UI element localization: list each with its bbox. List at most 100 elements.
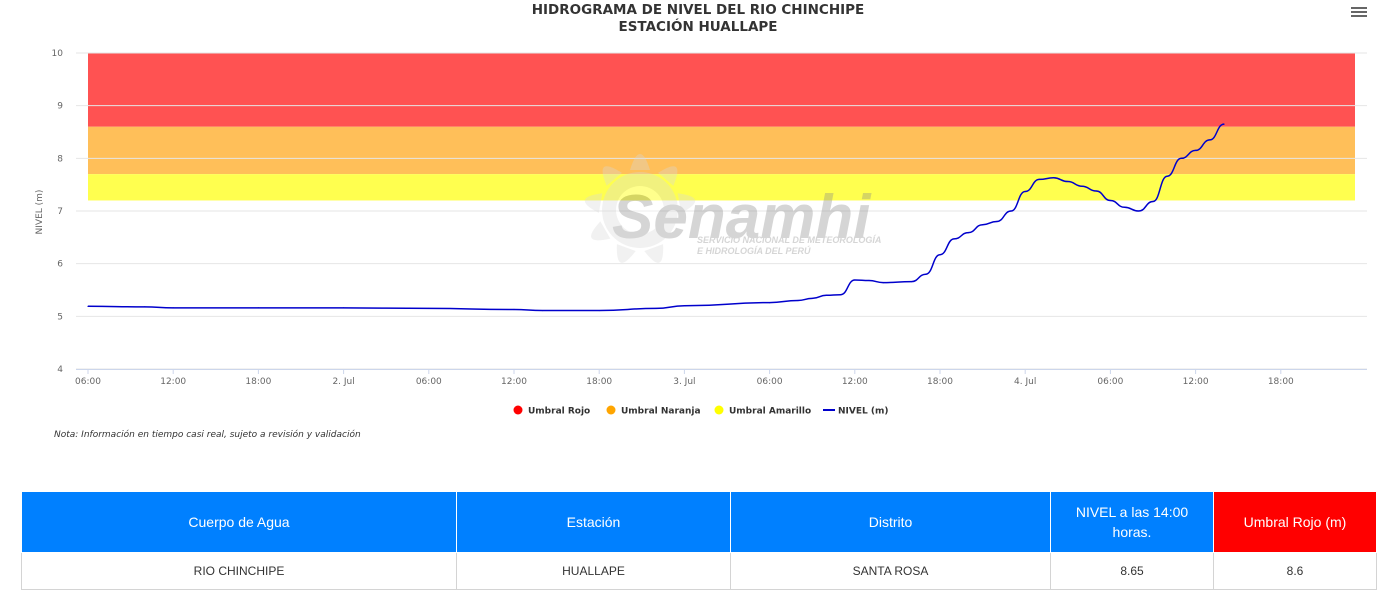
legend-marker [513,405,523,415]
data-point [868,279,870,282]
data-point [428,307,430,310]
y-tick-label: 7 [57,207,63,217]
data-point [953,238,955,240]
x-tick-label: 3. Jul [673,377,695,387]
watermark-tagline-1: SERVICIO NACIONAL DE METEOROLOGÍA [697,235,881,245]
data-point [797,299,799,302]
data-point [1152,200,1154,203]
band-umbral-naranja [88,126,1355,175]
x-tick-label: 2. Jul [332,377,354,387]
data-point [1095,190,1097,192]
data-point [925,273,927,275]
data-point [655,307,657,310]
data-point [840,294,842,296]
data-point [683,305,686,307]
y-tick-label: 9 [57,102,63,112]
x-tick-label: 18:00 [927,377,953,387]
data-point [144,306,146,308]
x-tick-label: 4. Jul [1014,377,1036,387]
header-station: Estación [456,491,731,553]
data-point [1038,178,1040,180]
data-point [1209,139,1211,141]
axes: 4 5 6 7 8 9 10 06:00 12:00 18:00 2. Jul 06:00 12:00 1… [52,49,1367,387]
legend-marker [606,405,616,415]
x-tick-label: 06:00 [416,377,442,387]
sun-logo-icon [584,154,696,263]
data-point [87,305,89,307]
chart-title: HIDROGRAMA DE NIVEL DEL RIO CHINCHIPE [532,2,865,18]
y-tick-label: 10 [52,49,64,59]
data-point [982,224,984,226]
data-point [854,279,856,281]
data-point [825,294,828,296]
station-table: Cuerpo de Agua Estación Distrito NIVEL a… [21,491,1377,590]
legend-marker [714,405,724,415]
data-point [882,282,884,284]
watermark-tagline-2: E HIDROLOGÍA DEL PERÚ [697,245,811,256]
data-point [1180,157,1182,159]
cell-water-body: RIO CHINCHIPE [21,552,457,590]
data-point [598,309,600,312]
data-point [1010,210,1012,212]
legend-label: Umbral Naranja [621,407,701,417]
x-tick-label: 06:00 [1097,377,1123,387]
menu-line [1351,7,1367,9]
legend-label: Umbral Amarillo [729,407,811,417]
x-tick-label: 06:00 [75,377,101,387]
menu-line [1351,15,1367,17]
data-point [811,297,813,300]
data-point [513,308,515,311]
threshold-bands [88,53,1355,201]
x-tick-label: 12:00 [160,377,186,387]
disclaimer-note: Nota: Información en tiempo casi real, s… [54,430,361,440]
x-tick-label: 12:00 [501,377,527,387]
data-point [1195,149,1197,152]
y-tick-label: 4 [57,365,63,375]
cell-red-threshold: 8.6 [1213,552,1377,590]
cell-station: HUALLAPE [456,552,731,590]
watermark-brand: Senamhi [612,183,872,252]
x-tick-label: 12:00 [1183,377,1209,387]
table-row: RIO CHINCHIPE HUALLAPE SANTA ROSA 8.65 8… [21,552,1377,590]
legend: Umbral Rojo Umbral Naranja Umbral Amarillo… [513,405,888,417]
data-point [343,307,345,309]
senamhi-watermark: Senamhi SERVICIO NACIONAL DE METEOROLOGÍ… [584,154,881,263]
data-point [1024,190,1026,193]
data-point [172,307,174,309]
y-tick-label: 8 [57,154,63,164]
y-tick-label: 5 [57,312,63,322]
y-tick-label: 6 [57,260,63,270]
data-point [541,309,544,312]
x-tick-label: 18:00 [1268,377,1294,387]
header-district: Distrito [730,491,1051,553]
hydrograph-chart: Senamhi SERVICIO NACIONAL DE METEOROLOGÍ… [35,2,1367,417]
series-layer [87,123,1225,312]
legend-label: Umbral Rojo [528,407,590,417]
data-point [1081,185,1083,187]
band-umbral-amarillo [88,174,1355,201]
data-point [1124,206,1126,208]
data-point [1166,175,1168,177]
x-tick-label: 12:00 [842,377,868,387]
header-water-body: Cuerpo de Agua [21,491,457,553]
header-level: NIVEL a las 14:00 horas. [1050,491,1214,553]
data-point [1053,177,1055,179]
header-red-threshold: Umbral Rojo (m) [1213,491,1377,553]
data-point [1067,180,1069,183]
data-point [996,220,998,223]
chart-subtitle: ESTACIÓN HUALLAPE [618,17,777,35]
data-point [1138,210,1140,212]
cell-level: 8.65 [1050,552,1214,590]
band-umbral-rojo [88,53,1355,127]
data-point [1109,199,1111,202]
data-point [939,254,941,256]
chart-menu-button[interactable] [1349,5,1369,21]
legend-label: NIVEL (m) [838,407,888,417]
data-point [967,231,970,234]
data-point [1223,123,1225,125]
menu-line [1351,11,1367,13]
table-header-row: Cuerpo de Agua Estación Distrito NIVEL a… [21,491,1377,553]
data-point [769,302,771,304]
data-point [257,307,259,309]
cell-district: SANTA ROSA [730,552,1051,590]
